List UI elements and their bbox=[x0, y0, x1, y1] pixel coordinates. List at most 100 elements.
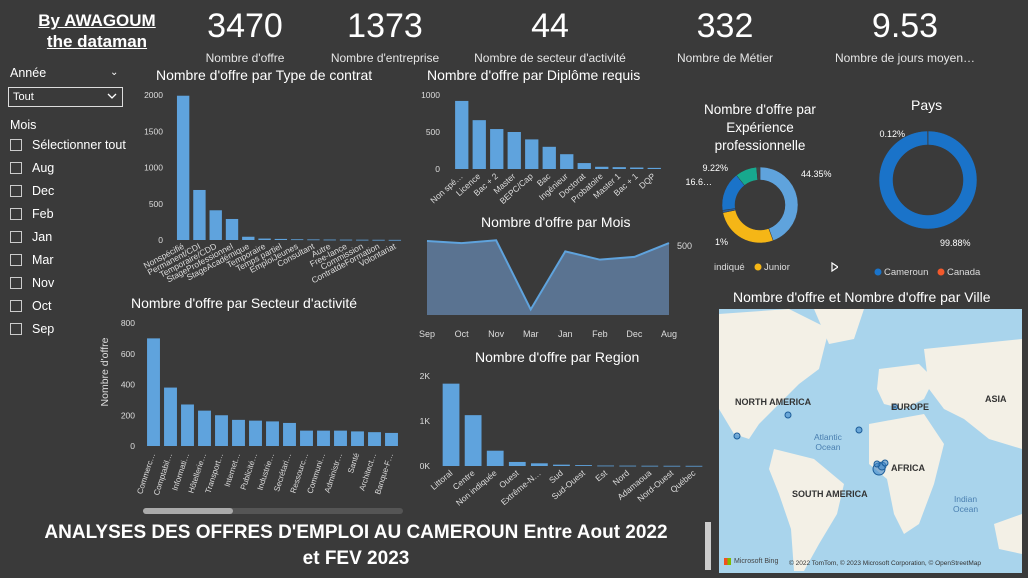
city-map[interactable]: NORTH AMERICA EUROPE ASIA AFRICA SOUTH A… bbox=[719, 309, 1022, 573]
mois-option-dec[interactable]: Dec bbox=[10, 184, 54, 198]
mois-option-label: Feb bbox=[32, 207, 54, 221]
bar-qu-bec[interactable] bbox=[685, 465, 703, 467]
bar-non-indiqu-e[interactable] bbox=[486, 450, 504, 466]
mois-option-mar[interactable]: Mar bbox=[10, 253, 54, 267]
map-attribution[interactable]: © 2022 TomTom, © 2023 Microsoft Corporat… bbox=[789, 560, 982, 567]
checkbox-icon[interactable] bbox=[10, 185, 22, 197]
checkbox-icon[interactable] bbox=[10, 277, 22, 289]
bar-ouest[interactable] bbox=[508, 461, 526, 466]
bar-transport[interactable] bbox=[215, 415, 228, 446]
bar-h-tellerie[interactable] bbox=[198, 410, 211, 446]
bar-nonsp-cifi[interactable] bbox=[176, 95, 190, 240]
bar-autre[interactable] bbox=[323, 239, 336, 241]
bar-bac[interactable] bbox=[542, 146, 556, 169]
bar-internet[interactable] bbox=[232, 419, 245, 446]
checkbox-icon[interactable] bbox=[10, 323, 22, 335]
chart-secteur: 0200400600800Commerc…Comptabil…Informati… bbox=[99, 318, 398, 496]
bar-dqp[interactable] bbox=[647, 167, 661, 169]
donut-slice-slice[interactable] bbox=[722, 209, 774, 244]
bar-littoral[interactable] bbox=[442, 383, 460, 466]
bar-licence[interactable] bbox=[472, 120, 486, 169]
bar-bac-2[interactable] bbox=[490, 129, 504, 169]
bar-nord[interactable] bbox=[619, 465, 637, 467]
checkbox-icon[interactable] bbox=[10, 300, 22, 312]
vertical-scrollbar[interactable] bbox=[705, 522, 711, 570]
world-map-drawing bbox=[719, 309, 1022, 573]
bar-est[interactable] bbox=[597, 465, 615, 467]
mois-option-s-lectionner-tout[interactable]: Sélectionner tout bbox=[10, 138, 126, 152]
checkbox-icon[interactable] bbox=[10, 208, 22, 220]
bar-publicit[interactable] bbox=[249, 420, 262, 446]
bar-doctorat[interactable] bbox=[577, 163, 591, 169]
brand-line2: the dataman bbox=[46, 32, 148, 51]
legend-canada[interactable]: Canada bbox=[947, 267, 981, 278]
checkbox-icon[interactable] bbox=[10, 254, 22, 266]
bar-administr[interactable] bbox=[334, 430, 347, 446]
bar-temporaire[interactable] bbox=[258, 238, 271, 240]
bar-comptabil[interactable] bbox=[164, 387, 177, 446]
bar-sant[interactable] bbox=[351, 431, 364, 446]
bar-stageacad-mique[interactable] bbox=[242, 236, 255, 240]
scrollbar-thumb[interactable] bbox=[143, 508, 233, 514]
bar-consultant[interactable] bbox=[307, 239, 320, 241]
legend-cameroun[interactable]: Cameroun bbox=[884, 267, 928, 278]
area-line[interactable] bbox=[426, 239, 670, 312]
bar-contratdeformation[interactable] bbox=[372, 239, 385, 241]
bar-nord-ouest[interactable] bbox=[663, 465, 681, 467]
bar-centre[interactable] bbox=[464, 415, 482, 466]
legend-junior[interactable]: Junior bbox=[764, 262, 790, 273]
bar-commerc[interactable] bbox=[147, 338, 160, 446]
bar-sud-ouest[interactable] bbox=[575, 465, 592, 466]
checkbox-icon[interactable] bbox=[10, 231, 22, 243]
bar-permanent-cdi[interactable] bbox=[193, 189, 206, 240]
bar-volontariat[interactable] bbox=[388, 239, 402, 241]
bar-probatoire[interactable] bbox=[595, 166, 609, 169]
bar-bac-1[interactable] bbox=[630, 167, 644, 169]
bar-secr-tari[interactable] bbox=[283, 422, 296, 446]
bar-sud[interactable] bbox=[553, 464, 570, 466]
bar-master-1[interactable] bbox=[612, 167, 626, 169]
bar-informati[interactable] bbox=[181, 404, 194, 446]
annee-dropdown[interactable]: Tout bbox=[8, 87, 123, 107]
bar-extr-me-n[interactable] bbox=[530, 463, 548, 466]
legend-next-icon[interactable] bbox=[831, 261, 838, 273]
bar-banque-f[interactable] bbox=[385, 432, 398, 446]
bar-architect[interactable] bbox=[368, 432, 381, 446]
horizontal-scrollbar[interactable] bbox=[143, 508, 403, 514]
donut-slice-slice[interactable] bbox=[756, 166, 761, 181]
bar-temps-partiel[interactable] bbox=[274, 238, 288, 240]
bar-bepc-cap[interactable] bbox=[525, 139, 539, 169]
x-tick-label: Aug bbox=[661, 329, 677, 339]
area-fill bbox=[427, 240, 669, 315]
x-tick-label: Québec bbox=[668, 467, 698, 494]
y-tick-label: 0 bbox=[130, 441, 135, 451]
mois-option-label: Mar bbox=[32, 253, 54, 267]
annee-dropdown-value: Tout bbox=[13, 91, 34, 103]
mois-option-oct[interactable]: Oct bbox=[10, 299, 51, 313]
donut-slice-cameroun[interactable] bbox=[878, 130, 978, 230]
mois-option-aug[interactable]: Aug bbox=[10, 161, 54, 175]
mois-option-sep[interactable]: Sep bbox=[10, 322, 54, 336]
chevron-up-icon[interactable]: ⌄ bbox=[110, 67, 119, 78]
bar-commission[interactable] bbox=[356, 239, 369, 241]
map-label-north-america: NORTH AMERICA bbox=[735, 397, 812, 407]
checkbox-icon[interactable] bbox=[10, 162, 22, 174]
bar-emploijeunes[interactable] bbox=[290, 239, 304, 241]
bar-adamaoua[interactable] bbox=[641, 465, 659, 467]
bar-master[interactable] bbox=[507, 132, 521, 169]
bar-non-sp[interactable] bbox=[455, 100, 469, 169]
legend-indique[interactable]: indiqué bbox=[714, 262, 745, 273]
mois-option-feb[interactable]: Feb bbox=[10, 207, 54, 221]
mois-option-jan[interactable]: Jan bbox=[10, 230, 52, 244]
bar-temporaire-cdd[interactable] bbox=[209, 210, 222, 240]
x-tick-label: DQP bbox=[637, 171, 658, 191]
bar-industrie[interactable] bbox=[266, 421, 279, 446]
checkbox-icon[interactable] bbox=[10, 139, 22, 151]
bar-free-lance[interactable] bbox=[339, 239, 353, 241]
bar-stageprofessionnel[interactable] bbox=[225, 218, 239, 240]
bar-ressourc[interactable] bbox=[300, 430, 313, 446]
bar-communi[interactable] bbox=[317, 430, 330, 446]
mois-option-nov[interactable]: Nov bbox=[10, 276, 54, 290]
bar-ing-nieur[interactable] bbox=[560, 154, 574, 169]
